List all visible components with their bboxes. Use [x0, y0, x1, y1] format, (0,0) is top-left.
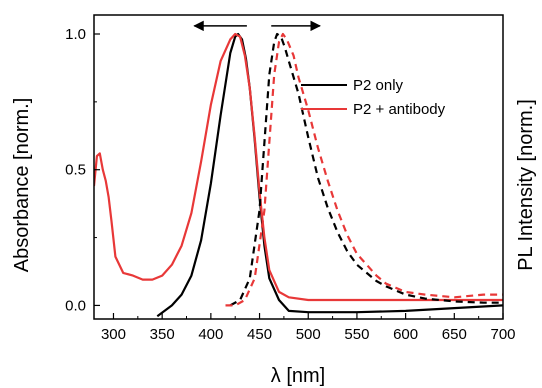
y-tick-label: 0.5	[65, 162, 86, 179]
x-tick-label: 400	[198, 326, 223, 343]
y-tick-label: 1.0	[65, 26, 86, 43]
x-axis-title: λ [nm]	[271, 365, 325, 387]
x-tick-label: 300	[101, 326, 126, 343]
x-tick-label: 450	[247, 326, 272, 343]
legend-label-p2-only: P2 only	[353, 77, 404, 94]
x-tick-label: 550	[344, 326, 369, 343]
x-tick-label: 350	[150, 326, 175, 343]
legend-label-p2-antibody: P2 + antibody	[353, 101, 446, 118]
axes-layer: 300 350 400 450 500 550 600 650 700 0.0 0.5 1.0	[65, 14, 516, 343]
x-tick-label: 700	[490, 326, 515, 343]
x-tick-label: 500	[296, 326, 321, 343]
y-tick-label: 0.0	[65, 297, 86, 314]
series-line-absorbance-p2-only	[156, 32, 503, 318]
plot-frame	[93, 14, 504, 320]
y-axis-title-right: PL Intensity [norm.]	[515, 99, 537, 271]
series-line-photoluminescence-p2-only	[229, 32, 503, 307]
y-axis-title-left: Absorbance [norm.]	[11, 98, 33, 273]
x-tick-label: 650	[442, 326, 467, 343]
x-tick-label: 600	[393, 326, 418, 343]
series-line-absorbance-p2-antibody	[94, 32, 503, 302]
series-line-photoluminescence-p2-antibody	[225, 32, 503, 307]
series-layer	[94, 32, 503, 318]
legend: P2 only P2 + antibody	[301, 77, 446, 118]
